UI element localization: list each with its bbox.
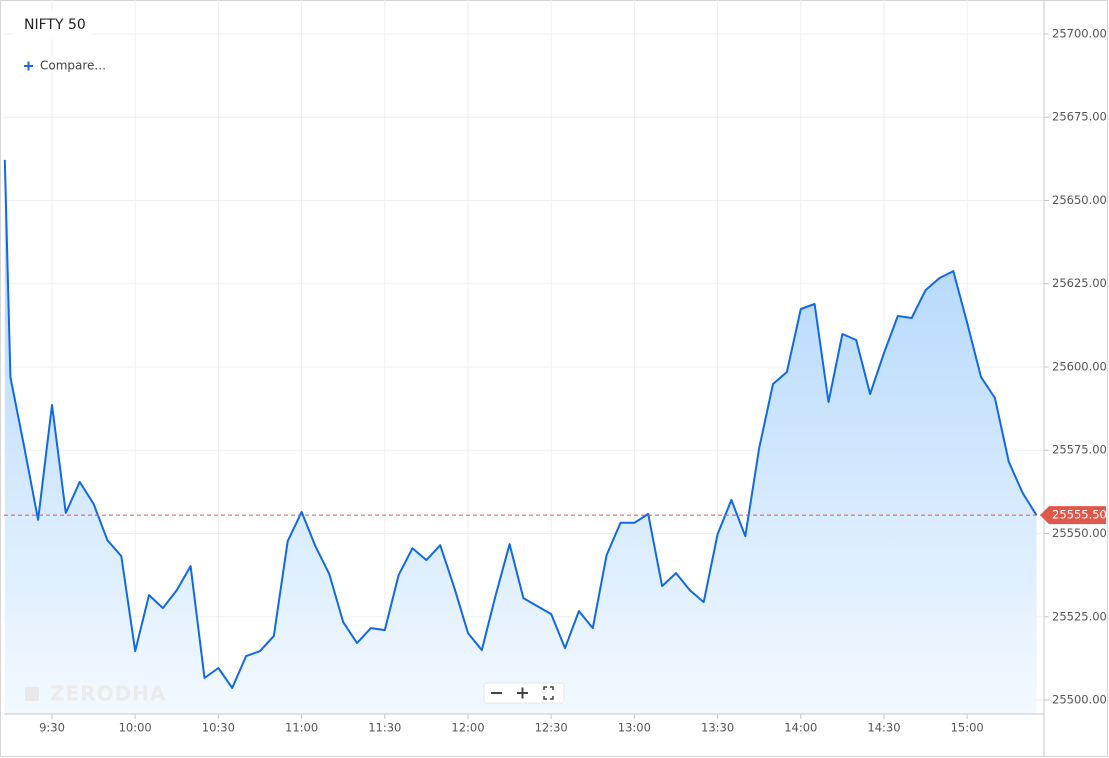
x-tick-label: 11:00 xyxy=(285,721,318,735)
watermark-logo xyxy=(25,687,39,701)
y-tick-label: 25625.00 xyxy=(1052,276,1107,290)
zoom-controls xyxy=(483,682,565,704)
x-tick-label: 14:30 xyxy=(867,721,900,735)
y-tick-label: 25500.00 xyxy=(1052,693,1107,707)
x-tick-label: 12:30 xyxy=(535,721,568,735)
zoom-in[interactable] xyxy=(517,687,528,699)
x-tick-label: 15:00 xyxy=(951,721,984,735)
x-tick-label: 12:00 xyxy=(451,721,484,735)
x-tick-label: 10:00 xyxy=(119,721,152,735)
x-tick-label: 11:30 xyxy=(368,721,401,735)
compare-label[interactable]: Compare... xyxy=(40,59,106,73)
symbol-box xyxy=(14,11,92,39)
y-tick-label: 25675.00 xyxy=(1052,110,1107,124)
compare-button[interactable]: Compare... xyxy=(24,59,106,73)
zoom-reset[interactable] xyxy=(543,686,554,700)
price-line xyxy=(3,159,1038,689)
y-tick-label: 25575.00 xyxy=(1052,443,1107,457)
x-tick-label: 13:30 xyxy=(701,721,734,735)
price-area xyxy=(4,159,1037,714)
last-price-label: 25555.50 xyxy=(1052,508,1107,522)
x-tick-label: 10:30 xyxy=(202,721,235,735)
y-tick-label: 25700.00 xyxy=(1052,26,1107,40)
symbol-title: NIFTY 50 xyxy=(24,17,86,33)
compare-plus xyxy=(24,61,33,71)
watermark: ZERODHA xyxy=(25,682,166,706)
y-tick-label: 25525.00 xyxy=(1052,609,1107,623)
watermark-text: ZERODHA xyxy=(50,682,166,706)
last-price-badge xyxy=(1040,506,1106,525)
y-tick-label: 25650.00 xyxy=(1052,193,1107,207)
x-tick-label: 14:00 xyxy=(784,721,817,735)
y-tick-label: 25550.00 xyxy=(1052,526,1107,540)
x-tick-label: 9:30 xyxy=(39,721,65,735)
y-tick-label: 25600.00 xyxy=(1052,359,1107,373)
x-tick-label: 13:00 xyxy=(618,721,651,735)
